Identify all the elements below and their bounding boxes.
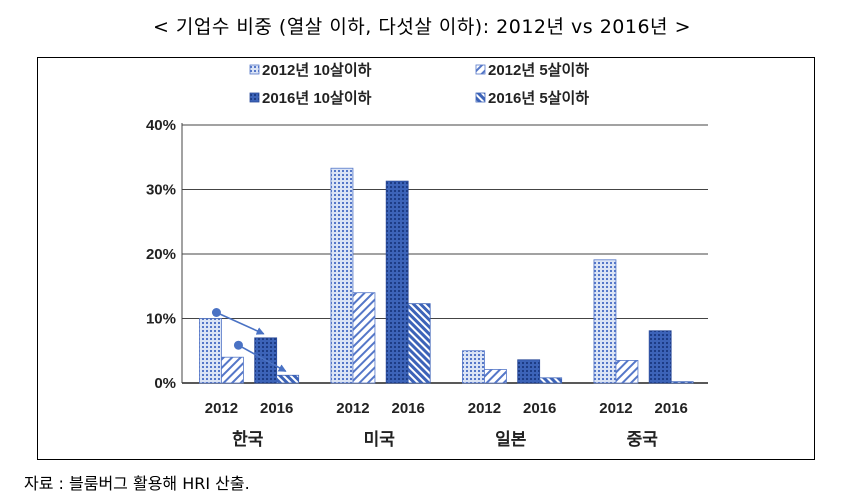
bar bbox=[330, 167, 354, 384]
bar bbox=[670, 381, 694, 384]
legend-label: 2012년 10살이하 bbox=[262, 62, 372, 79]
legend-swatch bbox=[475, 92, 486, 103]
bar bbox=[517, 359, 541, 384]
bar bbox=[221, 356, 244, 384]
bar bbox=[352, 292, 376, 384]
y-tick-label: 40% bbox=[146, 117, 176, 134]
bar bbox=[199, 318, 222, 384]
x-tick-label: 2016 bbox=[260, 400, 293, 417]
category-label: 일본 bbox=[495, 430, 527, 449]
chart-title: < 기업수 비중 (열살 이하, 다섯살 이하): 2012년 vs 2016년… bbox=[152, 16, 692, 38]
annotation-layer bbox=[211, 308, 287, 372]
legend-label: 2012년 5살이하 bbox=[488, 62, 589, 79]
x-tick-label: 2016 bbox=[391, 400, 424, 417]
x-tick-label: 2012 bbox=[205, 400, 238, 417]
bar bbox=[539, 377, 563, 384]
category-label: 중국 bbox=[627, 430, 659, 449]
trend-arrow bbox=[216, 311, 265, 335]
x-tick-label: 2012 bbox=[468, 400, 501, 417]
bar bbox=[276, 374, 300, 384]
axis-layer: 0% 10% 20% 30% 40% 2012 2016 한국 2012 2016 미국 2012 20… bbox=[146, 117, 688, 449]
bar-chart: 0% 10% 20% 30% 40% 2012 2016 한국 2012 2016 미국 2012 20… bbox=[146, 62, 708, 449]
bar bbox=[462, 350, 485, 384]
legend-label: 2016년 5살이하 bbox=[488, 90, 589, 107]
legend-swatch bbox=[475, 64, 486, 75]
bar-layer bbox=[199, 167, 694, 384]
x-tick-label: 2016 bbox=[523, 400, 556, 417]
y-tick-label: 0% bbox=[154, 375, 176, 392]
bar bbox=[385, 180, 409, 384]
chart-frame: 0% 10% 20% 30% 40% 2012 2016 한국 2012 2016 미국 2012 20… bbox=[37, 57, 815, 460]
x-tick-label: 2016 bbox=[654, 400, 687, 417]
trend-arrow bbox=[238, 344, 287, 372]
y-tick-label: 30% bbox=[146, 182, 176, 199]
x-tick-label: 2012 bbox=[336, 400, 369, 417]
legend-swatch bbox=[249, 64, 260, 75]
legend: 2012년 10살이하 2012년 5살이하 2016년 10살이하 2016년 5살… bbox=[249, 62, 589, 107]
bar bbox=[648, 330, 672, 384]
y-tick-label: 10% bbox=[146, 311, 176, 328]
category-label: 미국 bbox=[364, 430, 396, 449]
x-tick-label: 2012 bbox=[599, 400, 632, 417]
y-tick-label: 20% bbox=[146, 246, 176, 263]
source-note: 자료 : 블룸버그 활용해 HRI 산출. bbox=[24, 474, 250, 493]
bar bbox=[407, 303, 431, 384]
category-label: 한국 bbox=[232, 430, 264, 449]
bar bbox=[615, 360, 639, 384]
bar bbox=[484, 369, 507, 384]
legend-label: 2016년 10살이하 bbox=[262, 90, 372, 107]
legend-swatch bbox=[249, 92, 260, 103]
bar bbox=[593, 259, 617, 384]
